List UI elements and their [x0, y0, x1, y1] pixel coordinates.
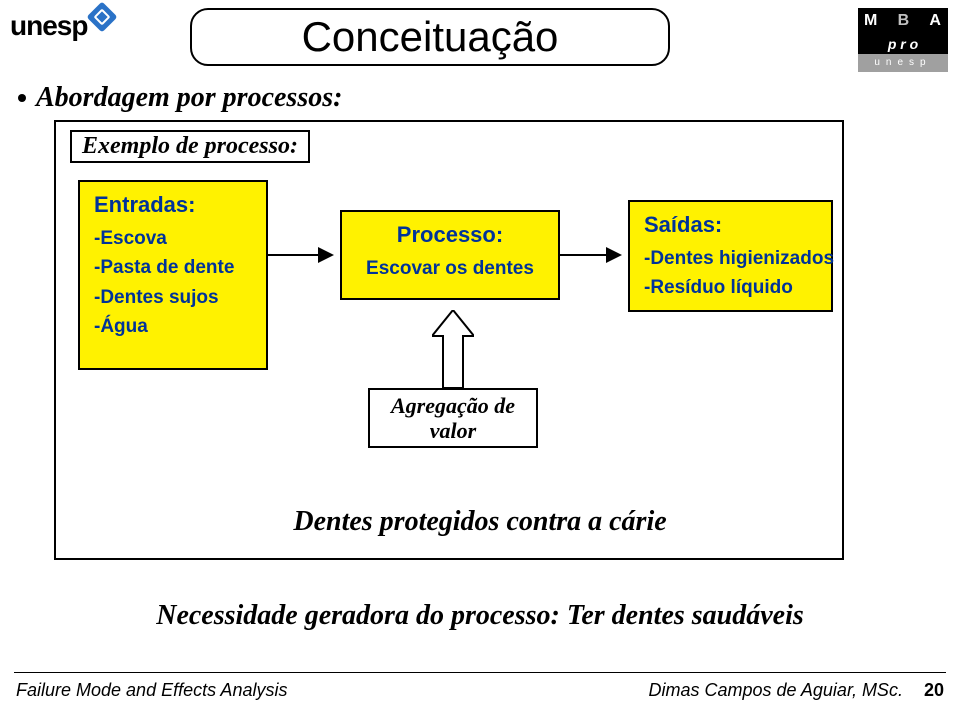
logo-mba-a: A — [929, 12, 942, 30]
subtitle-text: Exemplo de processo: — [82, 133, 298, 159]
process-head: Processo: — [356, 222, 544, 248]
subtitle-container: Exemplo de processo: — [70, 130, 310, 163]
process-box: Processo: Escovar os dentes — [340, 210, 560, 300]
arrow-process-to-outputs-icon — [560, 254, 620, 256]
process-item: Escovar os dentes — [356, 254, 544, 283]
inputs-box: Entradas: -Escova -Pasta de dente -Dente… — [78, 180, 268, 370]
inputs-item: -Escova — [94, 224, 252, 253]
footer-divider — [14, 672, 946, 673]
logo-mba-pro: M B A p r o unesp — [858, 8, 948, 80]
aggregation-text: Agregação de valor — [370, 393, 536, 444]
logo-pro-text: p r o — [858, 34, 948, 54]
logo-unesp-small: unesp — [858, 54, 948, 72]
outputs-item: -Resíduo líquido — [644, 273, 817, 302]
inputs-item: -Dentes sujos — [94, 283, 252, 312]
outputs-item: -Dentes higienizados — [644, 244, 817, 273]
footer-page-number: 20 — [924, 680, 944, 700]
footer-left-text: Failure Mode and Effects Analysis — [16, 680, 287, 701]
aggregation-box: Agregação de valor — [368, 388, 538, 448]
outputs-box: Saídas: -Dentes higienizados -Resíduo lí… — [628, 200, 833, 312]
inputs-head: Entradas: — [94, 192, 252, 218]
inputs-item: -Água — [94, 312, 252, 341]
bullet-heading: Abordagem por processos: — [18, 82, 342, 114]
logo-mba-row: M B A — [858, 8, 948, 34]
arrow-inputs-to-process-icon — [268, 254, 332, 256]
logo-mba-b: B — [898, 12, 911, 30]
protected-teeth-line: Dentes protegidos contra a cárie — [0, 506, 960, 538]
logo-unesp: unesp — [10, 10, 113, 42]
bullet-text: Abordagem por processos: — [36, 82, 342, 114]
bullet-dot-icon — [18, 94, 26, 102]
outputs-head: Saídas: — [644, 212, 817, 238]
logo-mba-m: M — [864, 12, 878, 30]
arrow-aggregation-to-process-icon — [432, 310, 474, 388]
slide-title: Conceituação — [302, 13, 559, 61]
necessity-line: Necessidade geradora do processo: Ter de… — [0, 600, 960, 632]
title-container: Conceituação — [190, 8, 670, 66]
footer-right: Dimas Campos de Aguiar, MSc. 20 — [649, 680, 944, 701]
inputs-item: -Pasta de dente — [94, 253, 252, 282]
footer-right-text: Dimas Campos de Aguiar, MSc. — [649, 680, 903, 700]
logo-unesp-text: unesp — [10, 10, 87, 42]
slide: unesp M B A p r o unesp Conceituação Abo… — [0, 0, 960, 723]
logo-unesp-diamond-icon — [87, 1, 118, 32]
